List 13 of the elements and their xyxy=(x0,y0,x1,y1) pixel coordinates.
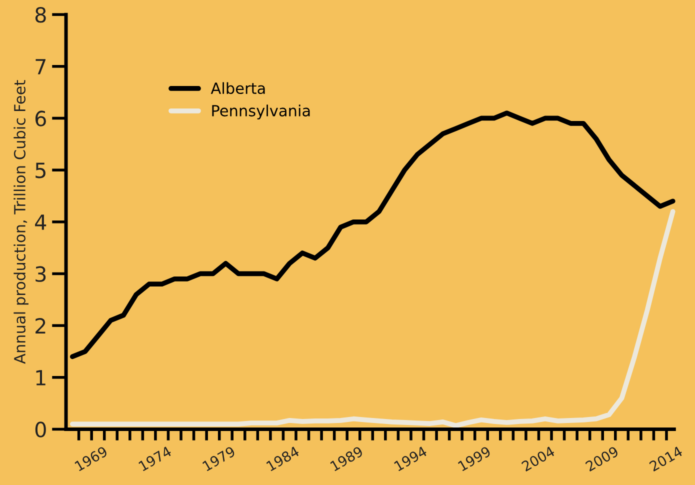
y-tick-label: 3 xyxy=(36,266,46,282)
y-tick-label: 8 xyxy=(35,7,46,23)
y-axis-title: Annual production, Trillion Cubic Feet xyxy=(14,80,28,364)
y-tick-label: 5 xyxy=(36,162,46,178)
y-tick-label: 4 xyxy=(35,214,46,230)
legend-label: Pennsylvania xyxy=(212,104,310,120)
y-tick-label: 6 xyxy=(35,110,46,126)
y-tick-label: 2 xyxy=(36,318,46,334)
line-series xyxy=(70,209,676,428)
y-tick-label: 7 xyxy=(36,59,46,74)
y-tick-label: 1 xyxy=(36,370,46,386)
y-tick-label: 0 xyxy=(35,422,46,438)
legend-label: Alberta xyxy=(210,82,265,94)
